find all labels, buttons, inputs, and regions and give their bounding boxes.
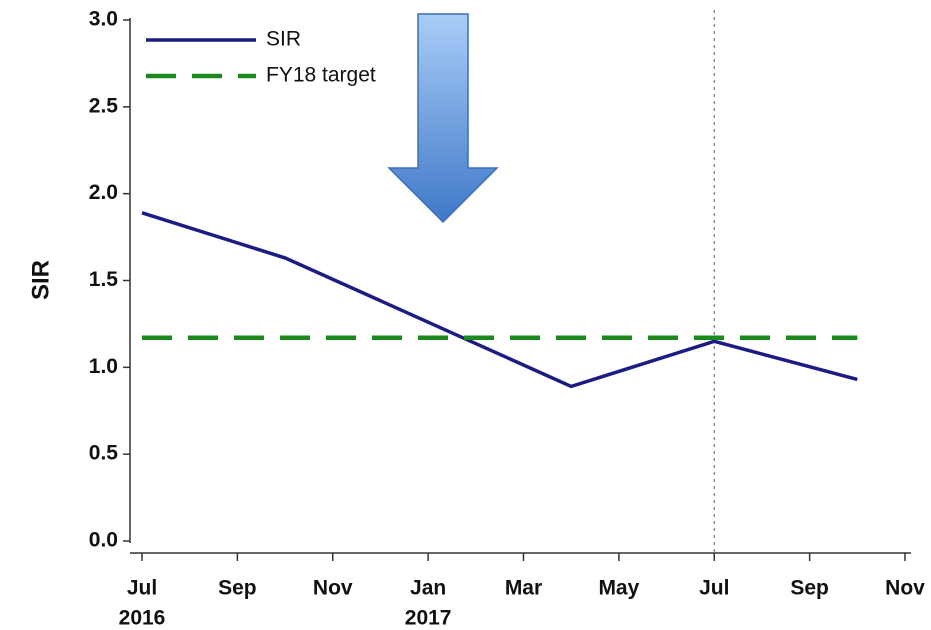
x-tick-label: May bbox=[598, 577, 639, 600]
x-tick-label: Jul bbox=[699, 577, 729, 600]
y-tick-label: 3.0 bbox=[89, 8, 118, 31]
y-tick-label: 0.0 bbox=[89, 529, 118, 552]
y-tick-label: 1.0 bbox=[89, 355, 118, 378]
x-tick-label: Sep bbox=[218, 577, 257, 600]
x-tick-label: Nov bbox=[885, 577, 925, 600]
x-tick-label: 2017 bbox=[405, 607, 452, 630]
y-axis-label: SIR bbox=[27, 260, 54, 300]
arrow bbox=[387, 13, 499, 224]
x-tick-label: Sep bbox=[790, 577, 829, 600]
y-tick-label: 0.5 bbox=[89, 442, 119, 465]
y-tick-label: 2.5 bbox=[89, 94, 119, 117]
x-tick-label: Nov bbox=[313, 577, 353, 600]
y-tick-label: 1.5 bbox=[89, 268, 119, 291]
x-tick-label: Mar bbox=[505, 577, 542, 600]
y-tick-label: 2.0 bbox=[89, 181, 118, 204]
series-line bbox=[141, 211, 858, 389]
x-tick-label: 2016 bbox=[119, 607, 166, 630]
x-tick-label: Jan bbox=[410, 577, 446, 600]
legend-label: FY18 target bbox=[266, 64, 376, 87]
x-tick-label: Jul bbox=[127, 577, 157, 600]
legend-label: SIR bbox=[266, 28, 301, 51]
